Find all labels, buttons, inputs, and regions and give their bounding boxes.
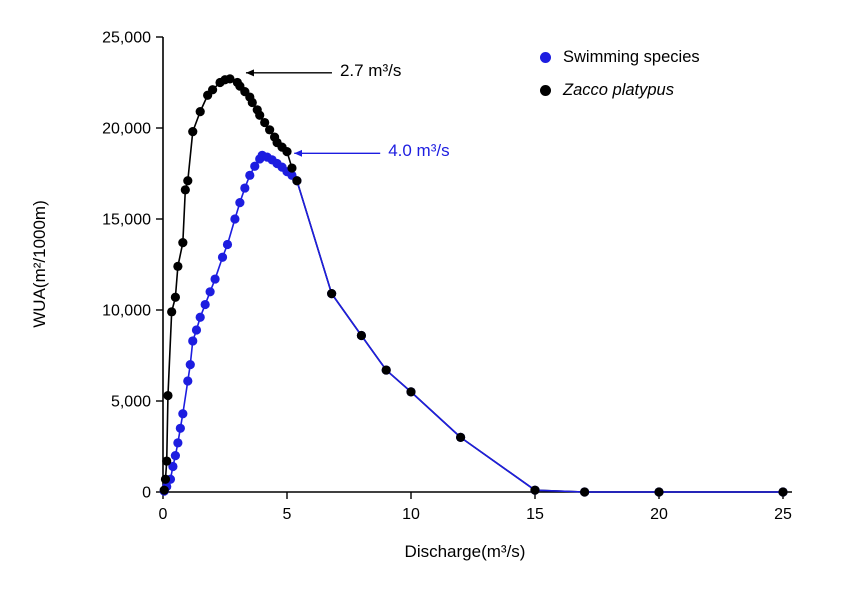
series-layer <box>159 74 788 497</box>
annotation-peak-zacco: 2.7 m³/s <box>339 60 402 80</box>
svg-text:25,000: 25,000 <box>102 30 151 47</box>
legend: Swimming species Zacco platypus <box>540 48 700 100</box>
legend-item-zacco-platypus: Zacco platypus <box>540 81 700 100</box>
svg-text:25: 25 <box>774 506 792 523</box>
svg-text:20,000: 20,000 <box>102 121 151 138</box>
annotation-arrows-layer <box>245 69 381 157</box>
annotation-peak-swimming: 4.0 m³/s <box>388 141 450 161</box>
svg-text:0: 0 <box>142 485 151 502</box>
svg-text:20: 20 <box>650 506 668 523</box>
legend-label-swimming-species: Swimming species <box>563 48 700 66</box>
blue-dot-marker-icon <box>540 52 551 63</box>
svg-text:10: 10 <box>402 506 420 523</box>
svg-text:15: 15 <box>526 506 544 523</box>
y-axis-title: WUA(m²/1000m) <box>30 200 49 328</box>
svg-text:15,000: 15,000 <box>102 212 151 229</box>
axes-layer: 0 5,000 10,000 15,000 20,000 25,000 0 5 10 15 20 25 <box>102 30 792 523</box>
svg-text:10,000: 10,000 <box>102 303 151 320</box>
svg-text:5,000: 5,000 <box>111 394 151 411</box>
x-axis-title: Discharge(m³/s) <box>404 542 526 561</box>
svg-text:0: 0 <box>159 506 168 523</box>
svg-text:5: 5 <box>283 506 292 523</box>
black-dot-marker-icon <box>540 85 551 96</box>
legend-label-zacco-platypus: Zacco platypus <box>563 81 674 99</box>
legend-item-swimming-species: Swimming species <box>540 48 700 67</box>
